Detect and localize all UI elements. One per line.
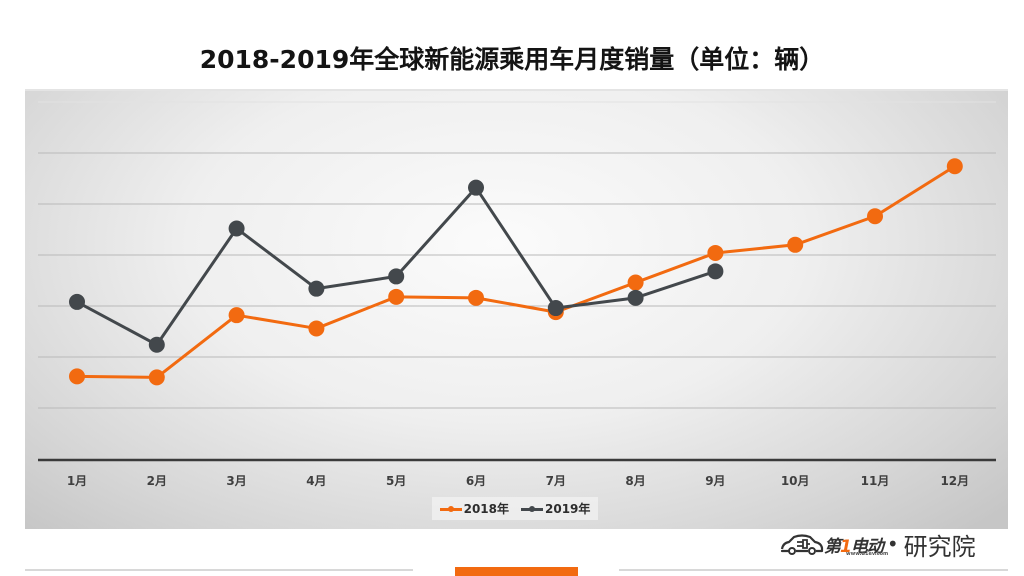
logo-separator: • <box>886 532 899 556</box>
data-point-marker <box>308 320 325 337</box>
data-point-marker <box>69 293 85 310</box>
legend: 2018年 2019年 <box>432 497 598 520</box>
x-axis-label: 3月 <box>226 474 247 488</box>
data-point-marker <box>547 300 564 317</box>
x-axis-label: 4月 <box>306 474 327 488</box>
data-point-marker <box>627 289 644 306</box>
car-plug-icon <box>780 534 824 555</box>
data-point-marker <box>228 307 245 324</box>
logo-institute: 研究院 <box>903 532 976 561</box>
x-axis-label: 5月 <box>386 474 407 488</box>
x-axis-label: 2月 <box>146 474 167 488</box>
data-point-marker <box>69 368 85 385</box>
data-point-marker <box>468 179 484 196</box>
logo-url: www.d1ev.com <box>846 550 889 557</box>
data-point-marker <box>228 220 245 237</box>
x-axis-label: 11月 <box>860 474 890 488</box>
x-axis-label: 6月 <box>465 474 487 488</box>
footer-divider-right <box>619 569 1008 571</box>
footer-divider-left <box>25 569 413 571</box>
d1ev-logo: 第1电动 www.d1ev.com • 研究院 <box>780 528 976 561</box>
legend-label-2018: 2018年 <box>463 502 509 516</box>
footer-accent-bar <box>455 567 578 576</box>
legend-item-2018: 2018年 <box>439 500 509 517</box>
logo-brand-suffix: 电动 <box>850 536 884 557</box>
x-axis-label: 10月 <box>780 474 810 488</box>
legend-label-2019: 2019年 <box>545 502 591 516</box>
data-point-marker <box>388 268 405 285</box>
series-line-2018年 <box>76 164 956 379</box>
data-point-marker <box>148 369 165 386</box>
logo-brand: 第1电动 www.d1ev.com <box>824 532 888 557</box>
legend-swatch-2019-icon <box>521 503 543 515</box>
data-point-marker <box>946 158 963 175</box>
logo-brand-one: 1 <box>840 536 852 557</box>
chart-area <box>25 89 1008 529</box>
logo-brand-prefix: 第 <box>824 536 841 557</box>
x-axis-label: 12月 <box>940 474 970 488</box>
data-point-marker <box>388 288 405 305</box>
data-point-marker <box>707 244 724 261</box>
x-axis-label: 1月 <box>66 474 88 488</box>
x-axis-label: 9月 <box>705 474 726 488</box>
x-axis-label: 8月 <box>625 474 646 488</box>
x-axis-label: 7月 <box>545 474 566 488</box>
data-point-marker <box>468 289 484 306</box>
legend-swatch-2018-icon <box>439 503 462 515</box>
data-point-marker <box>867 208 883 225</box>
data-point-marker <box>787 236 804 253</box>
data-point-marker <box>308 280 325 297</box>
series-line-2019年 <box>76 186 716 347</box>
data-point-marker <box>627 274 644 291</box>
data-point-marker <box>148 336 165 353</box>
chart-title: 2018-2019年全球新能源乘用车月度销量（单位：辆） <box>199 45 825 74</box>
legend-item-2019: 2019年 <box>521 500 590 517</box>
data-point-marker <box>707 263 724 280</box>
